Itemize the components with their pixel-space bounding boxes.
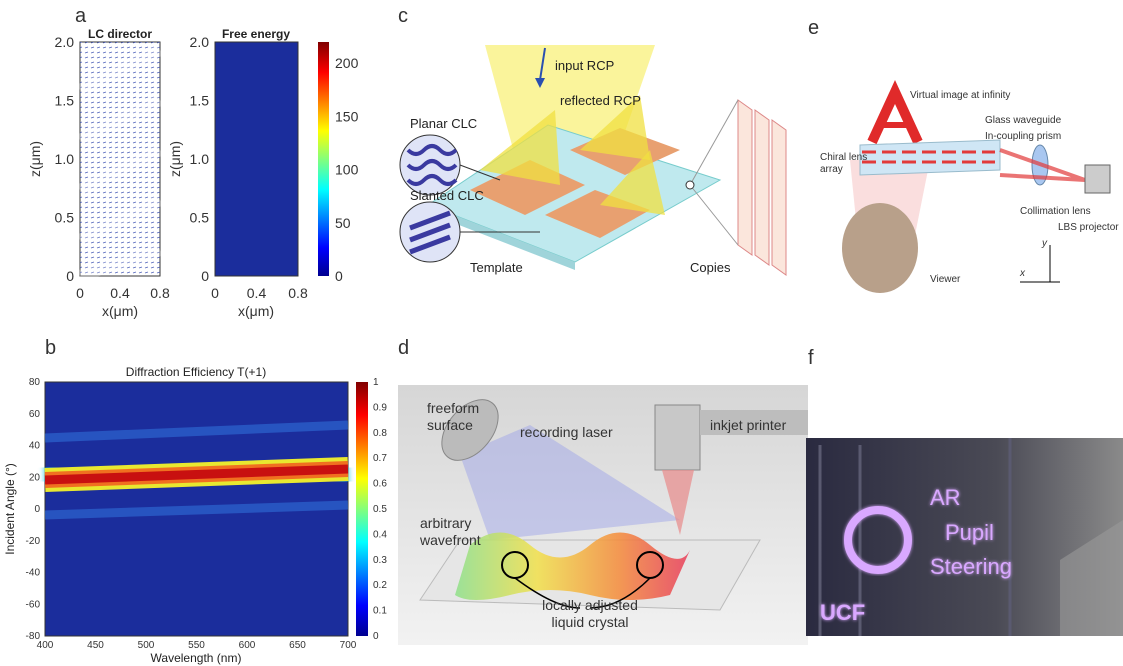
panel-label: f: [808, 347, 814, 369]
colorbar-tick-label: 0.6: [373, 479, 387, 490]
annotation: arbitrary: [420, 515, 471, 531]
y-tick-label: 0.5: [55, 210, 75, 226]
energy-plot: [215, 42, 298, 276]
plot-title: Free energy: [222, 27, 290, 41]
annotation: Copies: [690, 260, 731, 275]
figure: a LC director Free energy z(μm) z(μm) x(…: [0, 0, 1123, 666]
colorbar-tick-label: 0.2: [373, 580, 387, 591]
annotation: Slanted CLC: [410, 188, 484, 203]
y-label: z(μm): [27, 141, 43, 177]
annotation: liquid crystal: [551, 614, 628, 630]
annotation: surface: [427, 417, 473, 433]
clc-illustration: [400, 45, 786, 275]
colorbar-tick-label: 100: [335, 162, 359, 178]
x-tick-label: 600: [239, 640, 256, 651]
y-tick-label: 1.0: [55, 151, 75, 167]
annotation: freeform: [427, 400, 479, 416]
y-tick-label: 2.0: [55, 34, 75, 50]
annotation: inkjet printer: [710, 417, 787, 433]
colorbar-tick-label: 0.8: [373, 428, 387, 439]
annotation: Chiral lens: [820, 152, 867, 163]
y-tick-label: -60: [26, 599, 41, 610]
x-tick-label: 650: [289, 640, 306, 651]
colorbar-tick-label: 150: [335, 108, 359, 124]
colorbar-tick-label: 0.5: [373, 504, 387, 515]
annotation: In-coupling prism: [985, 131, 1061, 142]
colorbar-tick-label: 0.3: [373, 555, 387, 566]
overlay-text: UCF: [820, 600, 865, 625]
y-tick-label: 60: [29, 409, 41, 420]
axis-label: x: [1019, 268, 1026, 279]
x-tick-label: 0: [211, 285, 219, 301]
overlay-text: Pupil: [945, 520, 994, 545]
y-tick-label: 0.5: [190, 210, 210, 226]
plot-title: Diffraction Efficiency T(+1): [126, 365, 266, 379]
x-tick-label: 500: [138, 640, 155, 651]
plot-title: LC director: [88, 27, 152, 41]
y-label: Incident Angle (°): [3, 463, 17, 555]
x-tick-label: 0.8: [150, 285, 170, 301]
x-tick-label: 450: [87, 640, 104, 651]
colorbar-tick-label: 200: [335, 55, 359, 71]
annotation: wavefront: [419, 532, 481, 548]
x-tick-label: 0.8: [288, 285, 308, 301]
annotation: reflected RCP: [560, 93, 641, 108]
y-tick-label: 0: [34, 504, 40, 515]
panel-label: b: [45, 337, 56, 359]
x-label: x(μm): [102, 303, 138, 319]
colorbar-tick-label: 50: [335, 215, 351, 231]
y-tick-label: 1.5: [55, 93, 75, 109]
overlay-text: AR: [930, 485, 961, 510]
y-tick-label: 80: [29, 377, 41, 388]
overlay-text: Steering: [930, 554, 1012, 579]
x-tick-label: 0.4: [247, 285, 267, 301]
annotation: locally adjusted: [542, 597, 638, 613]
annotation: LBS projector: [1058, 222, 1119, 233]
x-tick-label: 700: [340, 640, 357, 651]
colorbar-tick-label: 0.7: [373, 453, 387, 464]
y-label: z(μm): [167, 141, 183, 177]
x-tick-label: 0: [76, 285, 84, 301]
annotation: Collimation lens: [1020, 206, 1091, 217]
colorbar: [318, 42, 329, 276]
y-tick-label: 0: [66, 268, 74, 284]
annotation: Viewer: [930, 274, 961, 285]
y-tick-label: 20: [29, 472, 41, 483]
y-tick-label: -40: [26, 568, 41, 579]
y-tick-label: 2.0: [190, 34, 210, 50]
colorbar-tick-label: 0.4: [373, 529, 387, 540]
colorbar: [356, 382, 368, 636]
panel-label: e: [808, 17, 819, 39]
x-label: Wavelength (nm): [151, 651, 242, 665]
panel-label: d: [398, 337, 409, 359]
waveguide-illustration: [842, 92, 1110, 293]
x-label: x(μm): [238, 303, 274, 319]
y-tick-label: -20: [26, 536, 41, 547]
colorbar-tick-label: 0.9: [373, 402, 387, 413]
y-tick-label: 0: [201, 268, 209, 284]
y-tick-label: 1.5: [190, 93, 210, 109]
annotation: Template: [470, 260, 523, 275]
axis-label: y: [1041, 238, 1048, 249]
colorbar-tick-label: 0: [335, 268, 343, 284]
annotation: array: [820, 164, 843, 175]
panel-label: a: [75, 5, 87, 27]
annotation: Glass waveguide: [985, 115, 1062, 126]
colorbar-tick-label: 1: [373, 377, 379, 388]
x-tick-label: 0.4: [110, 285, 130, 301]
x-tick-label: 400: [37, 640, 54, 651]
annotation: Virtual image at infinity: [910, 90, 1010, 101]
x-tick-label: 550: [188, 640, 205, 651]
colorbar-tick-label: 0.1: [373, 606, 387, 617]
annotation: Planar CLC: [410, 116, 477, 131]
y-tick-label: 40: [29, 441, 41, 452]
y-tick-label: 1.0: [190, 151, 210, 167]
annotation: input RCP: [555, 58, 614, 73]
annotation: recording laser: [520, 424, 613, 440]
colorbar-tick-label: 0: [373, 631, 379, 642]
panel-label: c: [398, 5, 408, 27]
